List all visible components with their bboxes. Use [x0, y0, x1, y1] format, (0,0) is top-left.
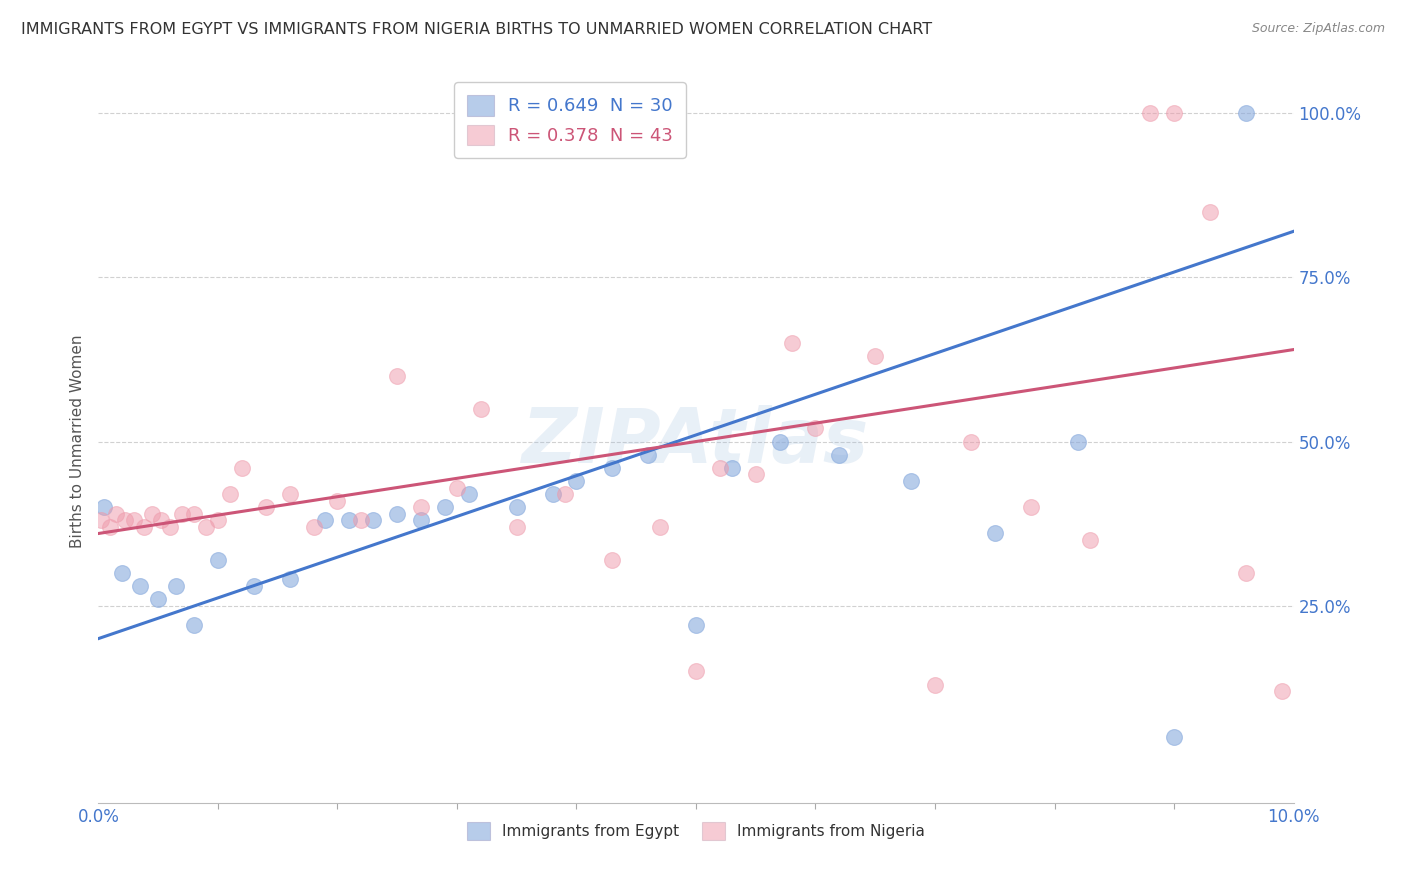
- Point: [149, 513, 172, 527]
- Point: [924, 677, 946, 691]
- Point: [602, 553, 624, 567]
- Point: [602, 460, 624, 475]
- Point: [446, 481, 468, 495]
- Point: [960, 434, 983, 449]
- Point: [745, 467, 768, 482]
- Point: [685, 618, 707, 632]
- Point: [350, 513, 373, 527]
- Point: [207, 513, 229, 527]
- Point: [129, 579, 152, 593]
- Point: [183, 618, 205, 632]
- Point: [506, 520, 529, 534]
- Point: [709, 460, 731, 475]
- Point: [231, 460, 253, 475]
- Point: [434, 500, 457, 515]
- Point: [98, 520, 122, 534]
- Point: [1080, 533, 1102, 547]
- Point: [278, 573, 301, 587]
- Point: [302, 520, 325, 534]
- Point: [565, 474, 588, 488]
- Text: Source: ZipAtlas.com: Source: ZipAtlas.com: [1251, 22, 1385, 36]
- Point: [721, 460, 744, 475]
- Point: [1139, 106, 1161, 120]
- Text: IMMIGRANTS FROM EGYPT VS IMMIGRANTS FROM NIGERIA BIRTHS TO UNMARRIED WOMEN CORRE: IMMIGRANTS FROM EGYPT VS IMMIGRANTS FROM…: [21, 22, 932, 37]
- Point: [93, 500, 115, 515]
- Point: [114, 513, 136, 527]
- Point: [780, 336, 803, 351]
- Point: [1019, 500, 1042, 515]
- Point: [105, 507, 128, 521]
- Point: [411, 513, 433, 527]
- Point: [650, 520, 672, 534]
- Point: [132, 520, 155, 534]
- Point: [219, 487, 242, 501]
- Point: [172, 507, 194, 521]
- Point: [326, 493, 349, 508]
- Point: [124, 513, 146, 527]
- Point: [900, 474, 922, 488]
- Point: [685, 665, 707, 679]
- Point: [1199, 204, 1222, 219]
- Point: [865, 349, 887, 363]
- Point: [141, 507, 163, 521]
- Point: [385, 507, 409, 521]
- Point: [278, 487, 301, 501]
- Point: [1234, 106, 1257, 120]
- Point: [637, 448, 659, 462]
- Point: [183, 507, 205, 521]
- Point: [363, 513, 385, 527]
- Point: [159, 520, 181, 534]
- Point: [1067, 434, 1090, 449]
- Point: [339, 513, 361, 527]
- Point: [111, 566, 134, 580]
- Point: [243, 579, 266, 593]
- Point: [804, 421, 827, 435]
- Legend: Immigrants from Egypt, Immigrants from Nigeria: Immigrants from Egypt, Immigrants from N…: [461, 816, 931, 846]
- Point: [1163, 730, 1185, 744]
- Point: [90, 513, 112, 527]
- Point: [1163, 106, 1185, 120]
- Point: [458, 487, 481, 501]
- Point: [828, 448, 851, 462]
- Text: ZIPAtlas: ZIPAtlas: [522, 405, 870, 478]
- Point: [769, 434, 792, 449]
- Point: [254, 500, 277, 515]
- Point: [984, 526, 1007, 541]
- Point: [207, 553, 229, 567]
- Point: [1234, 566, 1257, 580]
- Point: [315, 513, 337, 527]
- Y-axis label: Births to Unmarried Women: Births to Unmarried Women: [69, 334, 84, 549]
- Point: [1271, 684, 1294, 698]
- Point: [195, 520, 218, 534]
- Point: [541, 487, 564, 501]
- Point: [470, 401, 492, 416]
- Point: [506, 500, 529, 515]
- Point: [554, 487, 576, 501]
- Point: [165, 579, 187, 593]
- Point: [148, 592, 170, 607]
- Point: [385, 368, 409, 383]
- Point: [411, 500, 433, 515]
